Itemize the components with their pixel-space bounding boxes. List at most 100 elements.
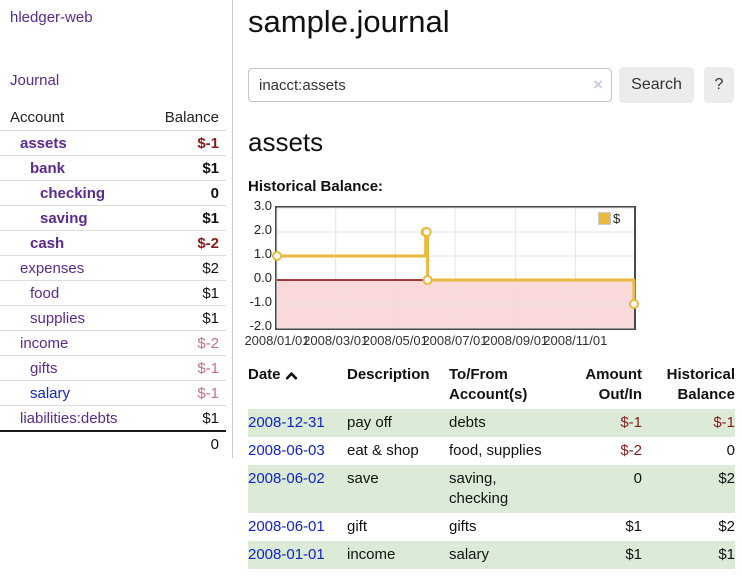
account-balance: 0 <box>211 185 226 202</box>
account-link-bank[interactable]: bank <box>0 160 65 177</box>
account-column-header: Account <box>10 109 64 126</box>
y-axis-tick-label: 2.0 <box>242 222 272 238</box>
sort-ascending-icon <box>285 366 298 386</box>
sidebar-divider <box>232 0 233 458</box>
account-balance: $-2 <box>197 335 226 352</box>
account-balance: $-1 <box>197 135 226 152</box>
account-row-liabilities-debts: liabilities:debts $1 <box>0 405 226 430</box>
register-row: 2008-01-01 income salary $1 $1 <box>248 541 735 569</box>
account-row-bank: bank $1 <box>0 155 226 180</box>
transaction-description: pay off <box>347 409 449 437</box>
transaction-date-link[interactable]: 2008-06-01 <box>248 518 325 535</box>
accounts-table-header: Account Balance <box>0 105 226 130</box>
transaction-accounts: food, supplies <box>449 437 564 465</box>
transaction-accounts: salary <box>449 541 564 569</box>
balance-chart: 3.02.01.00.0-1.0-2.0 2008/01/012008/03/0… <box>248 200 742 348</box>
help-button[interactable]: ? <box>704 67 734 103</box>
transaction-accounts: gifts <box>449 513 564 541</box>
x-axis-tick-label: 2008/01/01 <box>244 334 310 348</box>
register-row: 2008-06-01 gift gifts $1 $2 <box>248 513 735 541</box>
description-column-header: Description <box>347 363 449 409</box>
account-link-food[interactable]: food <box>0 285 59 302</box>
account-link-saving[interactable]: saving <box>0 210 88 227</box>
chart-section-label: Historical Balance: <box>248 178 742 196</box>
account-balance: $1 <box>202 310 226 327</box>
account-balance: $2 <box>202 260 226 277</box>
account-balance: $1 <box>202 410 226 427</box>
account-link-cash[interactable]: cash <box>0 235 64 252</box>
transaction-description: income <box>347 541 449 569</box>
accounts-column-header: To/From Account(s) <box>449 363 564 409</box>
register-table: Date Description To/From Account(s) Amou… <box>248 363 735 569</box>
transaction-date-link[interactable]: 2008-01-01 <box>248 546 325 563</box>
date-header-label: Date <box>248 366 281 383</box>
account-row-supplies: supplies $1 <box>0 305 226 330</box>
chart-plot-area <box>275 206 636 330</box>
account-row-cash: cash $-2 <box>0 230 226 255</box>
x-axis-tick-label: 2008/07/01 <box>422 334 488 348</box>
account-balance: $1 <box>202 210 226 227</box>
legend-label: $ <box>613 211 620 226</box>
sidebar: hledger-web Journal Account Balance asse… <box>0 0 232 456</box>
register-row: 2008-06-03 eat & shop food, supplies $-2… <box>248 437 735 465</box>
legend-swatch-icon <box>598 212 611 225</box>
account-row-expenses: expenses $2 <box>0 255 226 280</box>
account-row-saving: saving $1 <box>0 205 226 230</box>
transaction-date-link[interactable]: 2008-12-31 <box>248 414 325 431</box>
y-axis-tick-label: -2.0 <box>242 318 272 334</box>
account-row-assets: assets $-1 <box>0 130 226 155</box>
transaction-amount: 0 <box>564 465 642 513</box>
account-row-income: income $-2 <box>0 330 226 355</box>
account-link-income[interactable]: income <box>0 335 68 352</box>
transaction-balance: $2 <box>642 513 735 541</box>
y-axis-tick-label: 0.0 <box>242 270 272 286</box>
chart-series-svg <box>277 208 634 328</box>
account-balance: $-1 <box>197 385 226 402</box>
transaction-description: gift <box>347 513 449 541</box>
hledger-web-page: hledger-web Journal Account Balance asse… <box>0 0 742 582</box>
transaction-balance: $-1 <box>642 409 735 437</box>
clear-search-icon[interactable]: × <box>593 75 603 95</box>
account-link-checking[interactable]: checking <box>0 185 105 202</box>
app-title-link[interactable]: hledger-web <box>0 0 232 28</box>
date-column-header[interactable]: Date <box>248 363 347 409</box>
nav-journal-link[interactable]: Journal <box>10 72 232 90</box>
amount-column-header: Amount Out/In <box>564 363 642 409</box>
account-link-gifts[interactable]: gifts <box>0 360 58 377</box>
x-axis-tick-label: 2008/11/01 <box>542 334 608 348</box>
account-row-checking: checking 0 <box>0 180 226 205</box>
transaction-amount: $1 <box>564 541 642 569</box>
search-input-wrap: × <box>248 68 612 102</box>
transaction-accounts: saving, checking <box>449 465 564 513</box>
accounts-table: Account Balance assets $-1 bank $1 check… <box>0 105 226 456</box>
transaction-amount: $-1 <box>564 409 642 437</box>
accounts-total-value: 0 <box>211 436 219 453</box>
transaction-description: eat & shop <box>347 437 449 465</box>
account-row-salary: salary $-1 <box>0 380 226 405</box>
account-link-assets[interactable]: assets <box>0 135 67 152</box>
chart-legend: $ <box>598 211 620 226</box>
search-bar: × Search ? <box>248 67 742 103</box>
account-row-food: food $1 <box>0 280 226 305</box>
page-title: sample.journal <box>248 2 742 42</box>
account-heading: assets <box>248 127 742 157</box>
y-axis-tick-label: 3.0 <box>242 198 272 214</box>
search-button[interactable]: Search <box>619 67 694 103</box>
x-axis-tick-label: 2008/09/01 <box>483 334 549 348</box>
transaction-date-link[interactable]: 2008-06-02 <box>248 470 325 487</box>
account-link-salary[interactable]: salary <box>0 385 70 402</box>
transaction-date-link[interactable]: 2008-06-03 <box>248 442 325 459</box>
account-balance: $1 <box>202 285 226 302</box>
main-content: sample.journal × Search ? assets Histori… <box>248 0 742 569</box>
balance-column-header: Balance <box>165 109 219 126</box>
register-row: 2008-06-02 save saving, checking 0 $2 <box>248 465 735 513</box>
account-balance: $-2 <box>197 235 226 252</box>
account-link-expenses[interactable]: expenses <box>0 260 84 277</box>
transaction-amount: $1 <box>564 513 642 541</box>
search-input[interactable] <box>248 68 612 102</box>
account-link-supplies[interactable]: supplies <box>0 310 85 327</box>
transaction-description: save <box>347 465 449 513</box>
account-link-liabilities-debts[interactable]: liabilities:debts <box>0 410 118 427</box>
account-row-gifts: gifts $-1 <box>0 355 226 380</box>
y-axis-tick-label: -1.0 <box>242 294 272 310</box>
